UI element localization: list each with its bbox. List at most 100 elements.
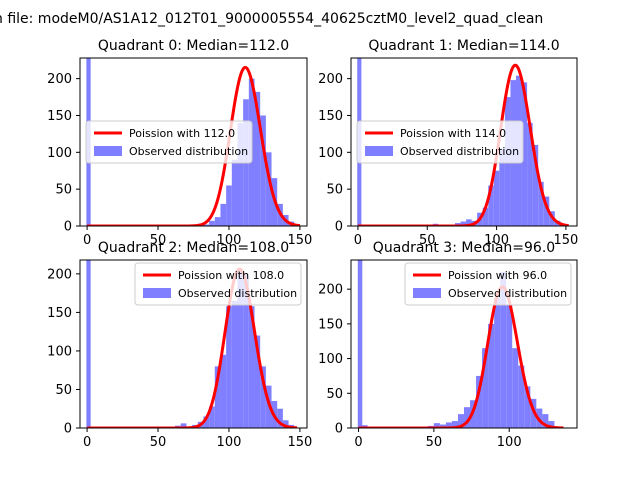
histogram-bar [254, 91, 261, 226]
histogram-bar [254, 335, 261, 428]
axes-frame [350, 57, 578, 227]
legend-label: Poission with 108.0 [178, 269, 284, 282]
histogram-bar [86, 260, 91, 428]
legend-label: Poission with 112.0 [129, 127, 235, 140]
figure-title: n file: modeM0/AS1A12_012T01_9000005554_… [0, 8, 640, 30]
histogram-bar [527, 122, 533, 226]
histogram-bar [512, 348, 519, 428]
x-tick-label: 100 [217, 233, 242, 248]
axes-frame [79, 57, 308, 227]
x-tick-label: 0 [83, 435, 91, 450]
y-tick-label: 50 [55, 183, 72, 198]
x-tick-label: 150 [287, 233, 312, 248]
legend-label: Observed distribution [129, 145, 248, 158]
panel-title: Quadrant 2: Median=108.0 [98, 240, 289, 256]
legend-box [356, 120, 524, 164]
histogram-bar [518, 365, 525, 428]
legend-hist-swatch [365, 146, 393, 156]
histogram-bar [357, 260, 363, 428]
histogram-bar [265, 152, 272, 226]
legend-box [85, 120, 253, 164]
y-tick-label: 0 [64, 422, 72, 437]
x-tick-label: 100 [217, 435, 242, 450]
histogram-bar [226, 185, 232, 226]
x-tick-label: 150 [553, 233, 578, 248]
x-tick-label: 50 [426, 435, 443, 450]
legend-label: Observed distribution [448, 287, 567, 300]
y-tick-label: 100 [318, 146, 343, 161]
x-tick-label: 50 [150, 435, 167, 450]
histogram-bar [499, 148, 505, 226]
histogram-bar [260, 115, 266, 226]
histogram-bar [220, 203, 227, 226]
y-tick-label: 200 [47, 267, 72, 282]
histogram-bar [482, 348, 489, 428]
panel-title: Quadrant 1: Median=114.0 [368, 38, 559, 54]
histogram-bar [220, 354, 227, 428]
y-tick-label: 150 [47, 109, 72, 124]
histogram-bars [357, 260, 555, 428]
legend-hist-swatch [94, 146, 122, 156]
histogram-bar [530, 398, 537, 428]
y-tick-label: 200 [318, 72, 343, 87]
legend-label: Observed distribution [178, 287, 297, 300]
legend: Poission with 112.0 Observed distribution [85, 120, 253, 164]
y-tick-label: 100 [318, 352, 343, 367]
histogram-bar [209, 220, 215, 226]
histogram-bar [521, 82, 528, 226]
chart-panel-1: 0 50 100 150 0 50 100 150 200 Quadrant 1: Median=… [318, 38, 578, 248]
chart-panel-2: 0 50 100 150 0 50 100 150 200 Quadrant 2: Median=… [47, 240, 312, 450]
y-tick-label: 50 [326, 183, 343, 198]
y-tick-label: 50 [326, 387, 343, 402]
y-tick-label: 100 [47, 344, 72, 359]
histogram-bar [543, 196, 550, 226]
chart-panel-3: 0 50 100 0 50 100 150 200 Quadrant 3: Median=96.… [318, 240, 578, 450]
legend-label: Poission with 96.0 [448, 269, 547, 282]
histogram-bar [277, 408, 283, 428]
x-tick-label: 150 [287, 435, 312, 450]
axes-frame [79, 259, 308, 429]
histogram-bar [237, 271, 244, 428]
histogram-bar [524, 386, 531, 428]
x-tick-label: 100 [484, 233, 509, 248]
histogram-bar [538, 181, 544, 226]
y-tick-label: 0 [335, 220, 343, 235]
legend-hist-swatch [413, 288, 441, 298]
x-tick-label: 0 [354, 435, 362, 450]
histogram-bar [445, 422, 452, 428]
y-tick-label: 50 [55, 383, 72, 398]
histogram-bar [214, 217, 221, 226]
histogram-bar [203, 416, 210, 428]
y-tick-label: 0 [64, 220, 72, 235]
figure-title-text: n file: modeM0/AS1A12_012T01_9000005554_… [0, 11, 544, 27]
histogram-bar [439, 424, 446, 428]
y-tick-label: 150 [318, 317, 343, 332]
legend-label: Observed distribution [400, 145, 519, 158]
axes-frame [350, 259, 578, 429]
histogram-bar [243, 273, 249, 428]
histogram-bar [482, 207, 489, 226]
legend: Poission with 108.0 Observed distribution [134, 262, 302, 306]
y-tick-label: 200 [47, 72, 72, 87]
histogram-bar [542, 414, 549, 428]
legend-label: Poission with 114.0 [400, 127, 506, 140]
y-tick-label: 150 [318, 109, 343, 124]
histogram-bar [203, 224, 210, 226]
histogram-bar [260, 366, 266, 428]
histogram-bar [282, 420, 289, 428]
histogram-bar [226, 306, 232, 428]
histogram-bar [214, 366, 221, 428]
histogram-bar [466, 219, 472, 226]
histogram-bar [433, 423, 440, 428]
panel-title: Quadrant 0: Median=112.0 [98, 38, 289, 54]
y-tick-label: 100 [47, 146, 72, 161]
histogram-bar [464, 407, 471, 428]
histogram-bar [209, 406, 215, 428]
histogram-bar [532, 144, 539, 226]
x-tick-label: 0 [354, 233, 362, 248]
histogram-bar [494, 297, 501, 428]
histogram-bar [248, 306, 255, 428]
y-tick-label: 200 [318, 283, 343, 298]
histogram-bar [476, 375, 483, 428]
